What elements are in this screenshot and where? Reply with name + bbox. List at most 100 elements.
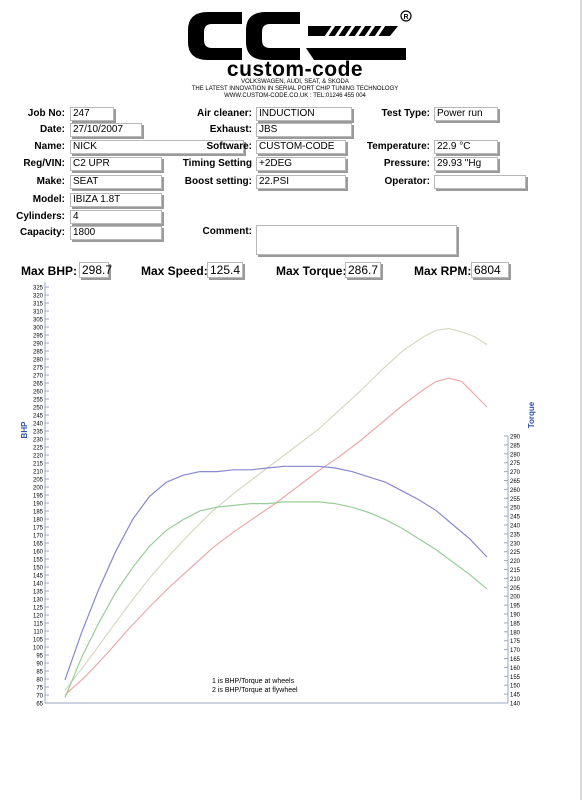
date-label: Date: bbox=[39, 124, 65, 135]
software-label: Software: bbox=[206, 141, 252, 152]
pressure-field[interactable]: 29.93 "Hg bbox=[434, 157, 498, 171]
capacity-field[interactable]: 1800 bbox=[70, 226, 162, 240]
y2-tick-label: 280 bbox=[510, 452, 521, 458]
make-label: Make: bbox=[36, 176, 65, 187]
y2-tick-label: 245 bbox=[510, 515, 521, 521]
model-field[interactable]: IBIZA 1.8T bbox=[70, 193, 162, 207]
y-tick-label: 105 bbox=[33, 638, 44, 644]
y-tick-label: 175 bbox=[33, 526, 44, 532]
temperature-field[interactable]: 22.9 °C bbox=[434, 140, 498, 154]
exhaust-label: Exhaust: bbox=[209, 124, 252, 135]
y2-tick-label: 260 bbox=[510, 488, 521, 494]
y-tick-label: 195 bbox=[33, 494, 44, 500]
y2-tick-label: 250 bbox=[510, 506, 521, 512]
timing-setting-label: Timing Setting bbox=[182, 158, 252, 169]
air-cleaner-field[interactable]: INDUCTION bbox=[256, 107, 352, 121]
y-tick-label: 235 bbox=[33, 430, 44, 436]
y-tick-label: 290 bbox=[33, 342, 44, 348]
brand-name: custom-code bbox=[226, 58, 364, 81]
y-tick-label: 275 bbox=[33, 366, 44, 372]
y-tick-label: 85 bbox=[36, 670, 43, 676]
y2-tick-label: 170 bbox=[510, 648, 521, 654]
max-rpm-label: Max RPM: bbox=[414, 264, 472, 278]
y-tick-label: 300 bbox=[33, 326, 44, 332]
y2-tick-label: 185 bbox=[510, 621, 521, 627]
svg-text:R: R bbox=[403, 14, 408, 21]
y-tick-label: 65 bbox=[36, 702, 43, 708]
capacity-label: Capacity: bbox=[19, 227, 65, 238]
pressure-label: Pressure: bbox=[383, 158, 430, 169]
y2-tick-label: 205 bbox=[510, 586, 521, 592]
y2-tick-label: 140 bbox=[510, 702, 521, 708]
y-tick-label: 265 bbox=[33, 382, 44, 388]
y-tick-label: 325 bbox=[33, 286, 44, 292]
name-field[interactable]: NICK bbox=[70, 140, 244, 154]
series-line-2 bbox=[64, 327, 488, 691]
y-tick-label: 285 bbox=[33, 350, 44, 356]
y2-tick-label: 160 bbox=[510, 666, 521, 672]
y-tick-label: 95 bbox=[36, 654, 43, 660]
y-tick-label: 165 bbox=[33, 542, 44, 548]
boost-setting-field[interactable]: 22.PSI bbox=[256, 175, 346, 189]
air-cleaner-label: Air cleaner: bbox=[196, 108, 252, 119]
software-field[interactable]: CUSTOM-CODE bbox=[256, 140, 346, 154]
make-field[interactable]: SEAT bbox=[70, 175, 162, 189]
y2-tick-label: 230 bbox=[510, 541, 521, 547]
comment-label: Comment: bbox=[202, 226, 252, 237]
y-tick-label: 120 bbox=[33, 614, 44, 620]
operator-label: Operator: bbox=[384, 176, 430, 187]
y-tick-label: 305 bbox=[33, 318, 44, 324]
y-tick-label: 125 bbox=[33, 606, 44, 612]
y-tick-label: 145 bbox=[33, 574, 44, 580]
name-label: Name: bbox=[34, 141, 65, 152]
tagline-brands: VOLKSWAGEN, AUDI, SEAT, & SKODA bbox=[241, 79, 349, 85]
y-tick-label: 255 bbox=[33, 398, 44, 404]
y-tick-label: 220 bbox=[33, 454, 44, 460]
y2-tick-label: 155 bbox=[510, 675, 521, 681]
y-tick-label: 315 bbox=[33, 302, 44, 308]
y-tick-label: 310 bbox=[33, 310, 44, 316]
y-tick-label: 75 bbox=[36, 686, 43, 692]
job-no-field[interactable]: 247 bbox=[70, 107, 114, 121]
y-tick-label: 230 bbox=[33, 438, 44, 444]
y-tick-label: 215 bbox=[33, 462, 44, 468]
y-tick-label: 260 bbox=[33, 390, 44, 396]
y-tick-label: 150 bbox=[33, 566, 44, 572]
exhaust-field[interactable]: JBS bbox=[256, 123, 352, 137]
y-axis-label: BHP bbox=[20, 421, 29, 439]
test-type-field[interactable]: Power run bbox=[434, 107, 498, 121]
cylinders-field[interactable]: 4 bbox=[70, 210, 162, 224]
y-tick-label: 70 bbox=[36, 694, 43, 700]
legend-line-2: 2 is BHP/Torque at flywheel bbox=[212, 687, 298, 694]
y2-tick-label: 290 bbox=[510, 435, 521, 441]
reg-vin-label: Reg/VIN: bbox=[23, 158, 65, 169]
y2-tick-label: 180 bbox=[510, 630, 521, 636]
y2-tick-label: 175 bbox=[510, 639, 521, 645]
y2-tick-label: 220 bbox=[510, 559, 521, 565]
y2-tick-label: 200 bbox=[510, 595, 521, 601]
y-tick-label: 250 bbox=[33, 406, 44, 412]
y2-tick-label: 270 bbox=[510, 470, 521, 476]
operator-field[interactable] bbox=[434, 175, 526, 189]
y-tick-label: 110 bbox=[33, 630, 43, 636]
y2-tick-label: 235 bbox=[510, 532, 521, 538]
y-tick-label: 210 bbox=[33, 470, 44, 476]
y2-tick-label: 165 bbox=[510, 657, 521, 663]
y-tick-label: 280 bbox=[33, 358, 44, 364]
max-speed-label: Max Speed: bbox=[141, 264, 208, 278]
y2-tick-label: 150 bbox=[510, 684, 521, 690]
y-tick-label: 135 bbox=[33, 590, 44, 596]
max-speed-value: 125.4 bbox=[207, 262, 243, 278]
y-tick-label: 80 bbox=[36, 678, 43, 684]
date-field[interactable]: 27/10/2007 bbox=[70, 123, 142, 137]
series-line-4 bbox=[64, 501, 488, 698]
max-torque-label: Max Torque: bbox=[276, 264, 347, 278]
y-tick-label: 185 bbox=[33, 510, 44, 516]
reg-vin-field[interactable]: C2 UPR bbox=[70, 157, 162, 171]
y2-tick-label: 285 bbox=[510, 443, 521, 449]
tagline-contact: WWW.CUSTOM-CODE.CO.UK : TEL:01246 455 00… bbox=[224, 93, 366, 99]
comment-field[interactable] bbox=[256, 225, 457, 255]
y-tick-label: 155 bbox=[33, 558, 44, 564]
timing-setting-field[interactable]: +2DEG bbox=[256, 157, 346, 171]
